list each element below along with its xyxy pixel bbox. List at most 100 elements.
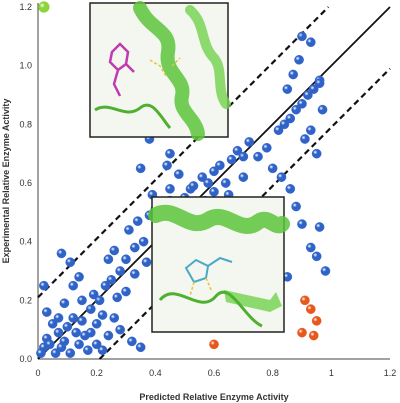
inset-protein-structure-top <box>89 1 231 141</box>
data-point-blue-102 <box>77 295 87 306</box>
data-point-blue-81 <box>314 78 325 89</box>
data-point-orange-1 <box>305 304 316 314</box>
data-point-blue-15 <box>65 348 76 358</box>
data-point-blue-65 <box>273 125 284 135</box>
data-point-blue-27 <box>115 266 125 276</box>
data-point-blue-16 <box>74 339 84 350</box>
data-point-blue-109 <box>165 184 175 194</box>
inset-bottom-sheet <box>224 290 282 312</box>
data-point-blue-76 <box>282 84 293 94</box>
data-point-blue-48 <box>188 181 199 191</box>
data-point-blue-78 <box>294 55 304 65</box>
data-point-blue-20 <box>42 307 52 317</box>
y-axis-label: Experimental Relative Enzyme Activity <box>1 99 11 264</box>
y-tick-labels: 0.0 0.2 0.4 0.6 0.8 1.0 1.2 <box>19 2 32 364</box>
data-point-blue-24 <box>100 280 111 291</box>
data-point-blue-8 <box>68 313 78 323</box>
data-point-blue-17 <box>83 345 93 356</box>
y-tick-label: 0.2 <box>19 295 32 305</box>
x-tick-label: 0 <box>35 368 40 378</box>
data-point-blue-22 <box>88 289 99 300</box>
data-point-blue-4 <box>47 318 58 329</box>
x-axis-label: Predicted Relative Enzyme Activity <box>139 392 288 402</box>
data-point-blue-10 <box>77 316 87 326</box>
x-tick-label: 0.8 <box>266 368 279 378</box>
reference-line-dashed-1 <box>37 6 330 299</box>
data-point-blue-19 <box>97 310 108 320</box>
x-tick-label: 0.2 <box>90 368 103 378</box>
data-point-blue-12 <box>86 304 96 314</box>
data-point-blue-37 <box>124 225 134 235</box>
data-point-green-0 <box>38 1 50 13</box>
data-point-blue-74 <box>305 125 316 135</box>
data-point-blue-106 <box>103 330 114 341</box>
inset-top-loop <box>94 103 172 129</box>
data-point-blue-92 <box>320 266 331 276</box>
data-point-blue-70 <box>303 90 313 100</box>
data-point-blue-25 <box>106 274 117 285</box>
y-tick-label: 1.0 <box>19 61 32 71</box>
data-point-blue-14 <box>59 336 70 347</box>
data-point-blue-62 <box>253 151 263 162</box>
inset-top-helix <box>133 1 205 141</box>
data-point-blue-55 <box>209 166 219 177</box>
data-point-blue-38 <box>132 216 143 226</box>
data-point-blue-56 <box>215 160 225 171</box>
data-point-blue-21 <box>39 280 49 291</box>
data-point-blue-35 <box>129 242 140 253</box>
y-tick-label: 1.2 <box>19 2 32 12</box>
data-point-blue-51 <box>162 160 172 171</box>
data-point-blue-60 <box>238 151 249 162</box>
data-point-blue-59 <box>232 145 243 156</box>
inset-top-helix-2 <box>185 5 231 109</box>
data-point-blue-7 <box>62 321 73 332</box>
data-point-blue-110 <box>173 169 184 179</box>
data-point-blue-107 <box>53 313 64 323</box>
data-point-blue-82 <box>317 104 328 115</box>
inset-top-sidechain <box>149 57 181 77</box>
data-point-blue-29 <box>109 245 120 256</box>
inset-bottom-ligand <box>184 256 233 284</box>
data-point-blue-49 <box>197 172 208 182</box>
data-point-blue-26 <box>112 292 122 303</box>
data-point-orange-5 <box>209 339 219 350</box>
data-point-blue-77 <box>288 69 299 80</box>
data-point-blue-103 <box>86 327 96 338</box>
data-point-blue-84 <box>285 184 296 194</box>
x-tick-label: 1.2 <box>384 368 397 378</box>
data-point-blue-85 <box>291 201 301 212</box>
data-point-blue-68 <box>291 104 301 115</box>
axes <box>37 3 390 360</box>
data-point-blue-64 <box>267 163 278 174</box>
data-point-blue-104 <box>91 339 102 350</box>
data-point-blue-34 <box>56 248 67 259</box>
data-point-blue-5 <box>53 327 64 338</box>
data-point-blue-50 <box>203 178 213 188</box>
data-point-blue-30 <box>121 254 131 265</box>
data-point-blue-114 <box>238 172 249 182</box>
data-point-blue-28 <box>103 254 114 265</box>
data-point-blue-97 <box>127 336 137 347</box>
data-point-blue-13 <box>50 348 61 358</box>
inset-bottom-loop <box>158 290 263 328</box>
inset-top-ligand <box>108 42 135 97</box>
data-point-blue-36 <box>138 236 149 247</box>
data-point-blue-79 <box>297 31 307 42</box>
data-point-blue-91 <box>314 222 325 232</box>
data-point-blue-98 <box>135 342 146 353</box>
data-point-blue-108 <box>59 298 70 309</box>
data-point-blue-31 <box>68 280 78 291</box>
data-point-orange-2 <box>311 316 322 326</box>
data-point-blue-99 <box>121 286 131 297</box>
x-tick-label: 1 <box>329 368 334 378</box>
data-point-blue-9 <box>71 327 81 338</box>
data-point-blue-101 <box>141 257 152 268</box>
data-point-blue-63 <box>261 142 272 153</box>
data-point-blue-80 <box>305 37 316 48</box>
data-point-blue-83 <box>276 172 287 182</box>
x-tick-labels: 0 0.2 0.4 0.6 0.8 1 1.2 <box>35 368 396 378</box>
x-tick-label: 0.6 <box>208 368 221 378</box>
inset-protein-structure-bottom <box>148 196 290 333</box>
y-tick-label: 0.6 <box>19 178 32 188</box>
